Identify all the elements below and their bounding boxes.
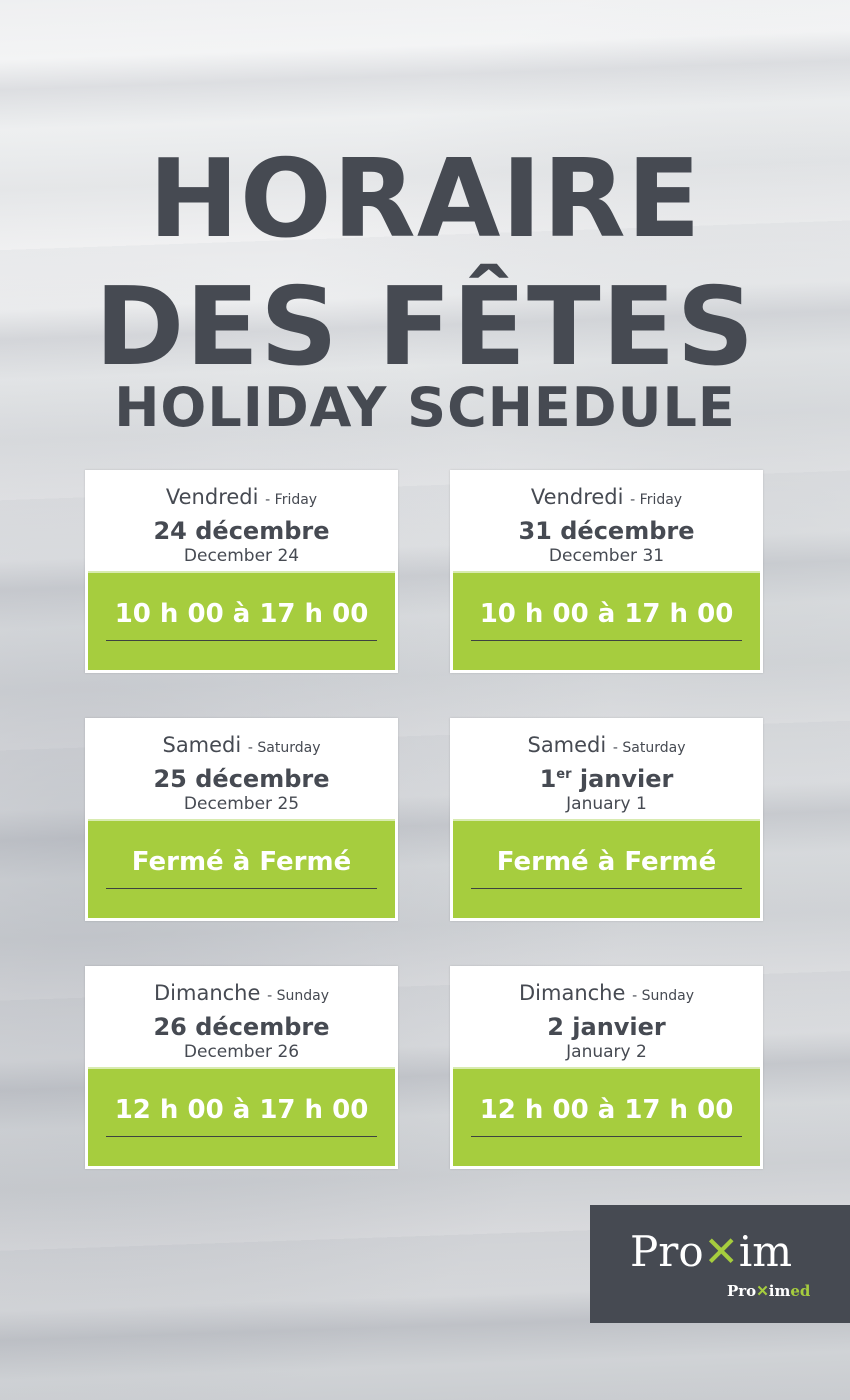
- divider: [471, 1136, 742, 1137]
- date-english: January 1: [566, 794, 647, 814]
- date-english: December 24: [183, 546, 300, 566]
- proximed-wordmark: Pro✕imed: [727, 1282, 811, 1300]
- card-date-section: Samedi - Saturday 25 décembre December 2…: [88, 721, 395, 819]
- day-label: Vendredi - Friday: [530, 485, 683, 509]
- hours-text: 10 h 00 à 17 h 00: [114, 599, 369, 629]
- date-french: 2 janvier: [547, 1013, 666, 1041]
- date-english: January 2: [566, 1042, 647, 1062]
- date-french: 1er janvier: [539, 765, 674, 793]
- title-french-line2: DES FÊTES: [94, 265, 756, 390]
- hours-text: 12 h 00 à 17 h 00: [479, 1095, 734, 1125]
- divider: [106, 1136, 377, 1137]
- date-english: December 26: [183, 1042, 300, 1062]
- divider: [471, 640, 742, 641]
- proxim-wordmark: Pro✕im: [630, 1227, 793, 1276]
- hours-section: Fermé à Fermé: [88, 819, 395, 918]
- hours-text: 10 h 00 à 17 h 00: [479, 599, 734, 629]
- date-english: December 31: [548, 546, 665, 566]
- divider: [106, 888, 377, 889]
- title-english: HOLIDAY SCHEDULE: [114, 376, 736, 439]
- date-french: 31 décembre: [518, 517, 695, 545]
- schedule-card: Samedi - Saturday 1er janvier January 1 …: [450, 718, 763, 921]
- date-french: 26 décembre: [153, 1013, 330, 1041]
- divider: [106, 640, 377, 641]
- hours-section: Fermé à Fermé: [453, 819, 760, 918]
- schedule-card: Dimanche - Sunday 26 décembre December 2…: [85, 966, 398, 1169]
- card-date-section: Vendredi - Friday 31 décembre December 3…: [453, 473, 760, 571]
- divider: [471, 888, 742, 889]
- hours-section: 10 h 00 à 17 h 00: [453, 571, 760, 670]
- card-date-section: Vendredi - Friday 24 décembre December 2…: [88, 473, 395, 571]
- day-label: Samedi - Saturday: [527, 733, 686, 757]
- day-label: Dimanche - Sunday: [154, 981, 329, 1005]
- card-date-section: Dimanche - Sunday 26 décembre December 2…: [88, 969, 395, 1067]
- hours-section: 10 h 00 à 17 h 00: [88, 571, 395, 670]
- date-english: December 25: [183, 794, 300, 814]
- date-french: 25 décembre: [153, 765, 330, 793]
- date-french: 24 décembre: [153, 517, 330, 545]
- hours-text: Fermé à Fermé: [496, 847, 717, 877]
- day-label: Samedi - Saturday: [162, 733, 321, 757]
- hours-section: 12 h 00 à 17 h 00: [453, 1067, 760, 1166]
- schedule-card: Vendredi - Friday 24 décembre December 2…: [85, 470, 398, 673]
- schedule-card: Vendredi - Friday 31 décembre December 3…: [450, 470, 763, 673]
- proxim-logo: Pro✕im Pro✕imed: [590, 1205, 850, 1323]
- day-label: Vendredi - Friday: [165, 485, 318, 509]
- title-french-line1: HORAIRE: [148, 137, 702, 262]
- schedule-card: Samedi - Saturday 25 décembre December 2…: [85, 718, 398, 921]
- day-label: Dimanche - Sunday: [519, 981, 694, 1005]
- hours-text: Fermé à Fermé: [131, 847, 352, 877]
- hours-text: 12 h 00 à 17 h 00: [114, 1095, 369, 1125]
- card-date-section: Dimanche - Sunday 2 janvier January 2: [453, 969, 760, 1067]
- butterfly-icon: ✕: [703, 1227, 739, 1276]
- card-date-section: Samedi - Saturday 1er janvier January 1: [453, 721, 760, 819]
- hours-section: 12 h 00 à 17 h 00: [88, 1067, 395, 1166]
- schedule-card: Dimanche - Sunday 2 janvier January 2 12…: [450, 966, 763, 1169]
